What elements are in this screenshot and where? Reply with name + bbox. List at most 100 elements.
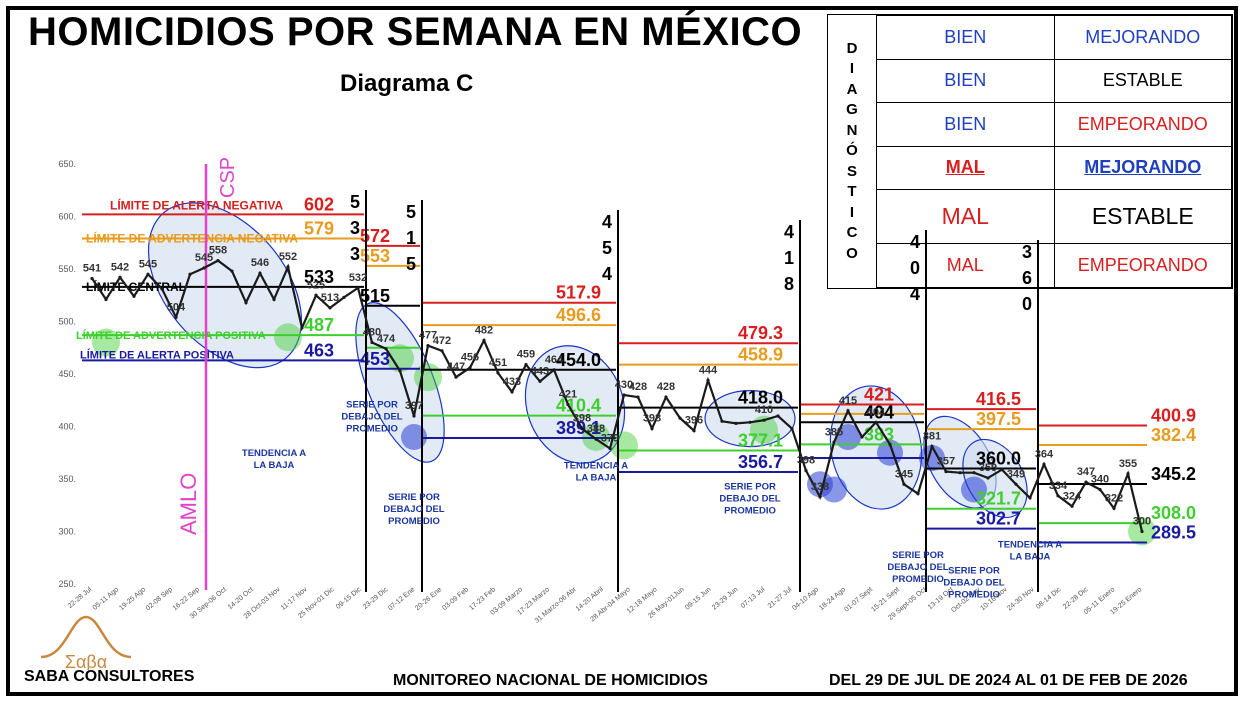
x-tick-label: 03-09 Feb (441, 586, 470, 612)
y-tick-label: 400. (58, 422, 76, 432)
diagnostic-letter: I (849, 203, 855, 221)
data-point (734, 421, 738, 425)
data-label: 480 (363, 327, 381, 339)
data-point (1112, 506, 1116, 510)
diagnostic-cell-a: BIEN (876, 58, 1055, 104)
trend-ellipse (524, 345, 626, 464)
data-point (118, 275, 122, 279)
data-label: 340 (1091, 474, 1109, 486)
diagnostic-letter: D (846, 39, 858, 57)
diagnostic-row: BIEN ESTABLE (876, 58, 1232, 104)
csp-label: CSP (217, 157, 239, 198)
diagnostic-letter: Ó (846, 142, 858, 160)
data-label: 472 (433, 335, 451, 347)
data-label: 357 (937, 456, 955, 468)
diagnostic-cell-a: BIEN (876, 15, 1055, 60)
data-point (552, 368, 556, 372)
data-label: 546 (251, 257, 269, 269)
segment-center-value: 4 (602, 264, 612, 284)
data-label: 545 (195, 252, 213, 264)
data-label: 464 (545, 354, 564, 366)
limit-value-ucl: 517.9 (556, 283, 601, 303)
diagnostic-cell-b: EMPEORANDO (1053, 243, 1232, 288)
limit-value-ucl: 602 (304, 194, 334, 214)
limit-value-cl: 515 (360, 286, 390, 306)
data-point (286, 265, 290, 269)
segment-center-value: 3 (350, 218, 360, 238)
data-point (1014, 482, 1018, 486)
data-label: 428 (629, 381, 647, 393)
data-label: 349 (1007, 468, 1025, 480)
trend-ellipse (704, 390, 796, 448)
data-point (594, 437, 598, 441)
annotation-text: DEBAJO DEL (383, 504, 444, 515)
x-tick-label: 09-15 Jun (684, 586, 712, 611)
x-tick-label: 09-15 Dic (335, 586, 363, 611)
data-label: 545 (139, 258, 157, 270)
data-label: 542 (111, 261, 129, 273)
data-point (384, 347, 388, 351)
data-point (818, 495, 822, 499)
data-label: 322 (1105, 492, 1123, 504)
segment-center-value: 5 (350, 192, 360, 212)
annotation-text: LA BAJA (1010, 551, 1051, 562)
diagnostic-cell-a: MAL (876, 243, 1055, 288)
x-tick-label: 08-14 Dic (1035, 586, 1063, 611)
data-point (1042, 462, 1046, 466)
limit-value-cl: 345.2 (1151, 464, 1196, 484)
segment-center-value: 3 (350, 244, 360, 264)
data-label: 474 (377, 333, 396, 345)
data-label: 444 (699, 364, 718, 376)
limit-value-uwl: 496.6 (556, 305, 601, 325)
segment-center-value: 4 (784, 222, 794, 242)
annotation-text: PROMEDIO (948, 590, 1000, 601)
annotation-text: DEBAJO DEL (341, 412, 402, 423)
diagnostic-cell-b: EMPEORANDO (1053, 102, 1232, 147)
data-point (314, 293, 318, 297)
limit-name-lwl: LÍMITE DE ADVERTENCIA POSITIVA (76, 329, 266, 342)
data-label: 541 (83, 262, 101, 274)
annotation-text: DEBAJO DEL (887, 562, 948, 573)
limit-value-uwl: 458.9 (738, 345, 783, 365)
data-point (1000, 467, 1004, 472)
y-tick-label: 300. (58, 527, 76, 537)
trend-ellipse (147, 202, 303, 369)
diagnostic-letter: C (846, 224, 858, 242)
data-label: 364 (1035, 448, 1054, 460)
data-point (146, 272, 150, 276)
x-tick-label: 07-13 Jul (740, 586, 767, 610)
data-label: 355 (1119, 458, 1137, 470)
data-point (1126, 472, 1130, 476)
limit-value-cl: 404 (864, 402, 894, 422)
data-label: 443 (531, 365, 549, 377)
data-point (846, 409, 850, 413)
segment-center-value: 5 (406, 202, 416, 222)
diagnostic-letter: O (846, 244, 858, 262)
data-point (328, 306, 332, 310)
annotation-text: TENDENCIA A (564, 461, 628, 472)
blue-point-marker (401, 424, 427, 450)
data-point (412, 414, 416, 418)
logo-text: Σαβα (65, 652, 107, 670)
data-point (426, 344, 430, 348)
data-label: 334 (1049, 480, 1068, 492)
limit-value-cl: 418.0 (738, 388, 783, 408)
diagnostic-cell-b: ESTABLE (1053, 189, 1232, 245)
data-point (580, 427, 584, 431)
data-point (776, 414, 780, 418)
data-label: 456 (461, 352, 479, 364)
data-label: 398 (797, 455, 815, 467)
x-tick-label: 07-12 Ene (387, 586, 416, 612)
data-point (104, 297, 108, 302)
footer-date-range: DEL 29 DE JUL DE 2024 AL 01 DE FEB DE 20… (829, 672, 1188, 689)
diagnostic-letter: A (846, 80, 858, 98)
data-label: 477 (419, 330, 437, 342)
data-label: 415 (839, 395, 857, 407)
data-label: 451 (489, 357, 507, 369)
data-point (804, 469, 808, 473)
annotation-text: PROMEDIO (388, 516, 440, 527)
annotation-text: SERIE POR (388, 492, 440, 503)
limit-value-uwl: 579 (304, 219, 334, 239)
